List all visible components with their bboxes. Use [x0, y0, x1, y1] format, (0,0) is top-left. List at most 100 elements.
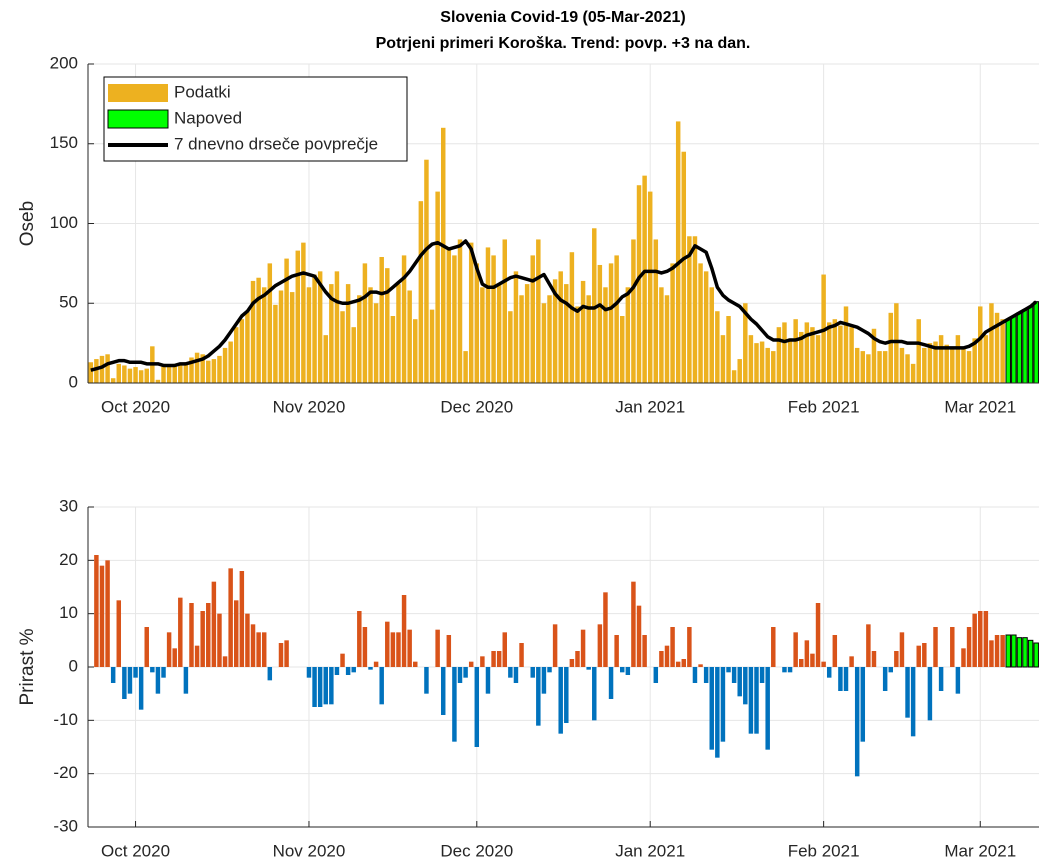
y-tick-label: -20 [53, 763, 78, 782]
bar [832, 635, 838, 667]
bar [636, 185, 642, 383]
bar [110, 667, 116, 683]
bar [614, 635, 619, 667]
bar [183, 362, 189, 383]
bar [306, 287, 312, 383]
bar [675, 661, 681, 667]
bar [357, 295, 362, 383]
bar [866, 624, 871, 667]
bar [961, 347, 966, 383]
bar [110, 378, 116, 383]
bar [217, 355, 222, 383]
bar [603, 592, 608, 667]
bar [826, 322, 832, 383]
bar [703, 271, 709, 383]
bar [144, 368, 149, 383]
bar [743, 303, 748, 383]
bar [888, 667, 893, 673]
bar [161, 363, 166, 383]
chart-title: Slovenia Covid-19 (05-Mar-2021) [440, 9, 685, 26]
bar [653, 667, 659, 683]
bar [217, 613, 222, 667]
bar [821, 661, 826, 667]
bar [771, 351, 776, 383]
bar [787, 667, 793, 673]
bar [385, 621, 390, 667]
bar [250, 280, 256, 383]
bar [608, 667, 614, 699]
bar [938, 667, 944, 691]
bar [703, 667, 709, 683]
bar [854, 347, 860, 383]
bar [222, 656, 228, 667]
bar [284, 258, 289, 383]
bar [1005, 318, 1011, 384]
bar [340, 311, 345, 383]
bar [116, 363, 122, 383]
bar [849, 656, 854, 667]
bar [989, 640, 994, 667]
bar [155, 667, 161, 694]
bar [295, 250, 301, 383]
bar [899, 347, 905, 383]
y-axis-label: Prirast % [17, 628, 38, 705]
legend-label: Napoved [174, 108, 242, 127]
bar [194, 645, 200, 667]
bar [519, 643, 524, 667]
bar [452, 667, 457, 742]
bar [804, 640, 810, 667]
bar [905, 354, 910, 383]
bar [116, 600, 122, 667]
legend-swatch [108, 84, 168, 102]
bar [485, 667, 491, 694]
bar [950, 347, 955, 383]
bar [899, 632, 905, 667]
bar [329, 284, 334, 383]
bar [586, 295, 591, 383]
bar [754, 667, 759, 734]
bar [502, 239, 507, 383]
bar [922, 643, 927, 667]
bar [631, 581, 636, 667]
bar [194, 352, 200, 383]
bar [916, 319, 921, 383]
x-tick-label: Oct 2020 [101, 841, 170, 859]
bar [782, 322, 787, 383]
bar [955, 335, 961, 383]
bar [597, 624, 603, 667]
bar [961, 648, 966, 667]
bar [1016, 637, 1023, 668]
bar [927, 343, 933, 383]
bar [799, 331, 804, 383]
bar [463, 667, 468, 678]
bar [513, 271, 519, 383]
bar [396, 284, 401, 383]
bar [267, 667, 273, 681]
bar [642, 175, 647, 383]
bar [1027, 305, 1034, 384]
bar [407, 629, 412, 667]
bar [1033, 301, 1039, 384]
bar [575, 651, 580, 667]
bar [910, 363, 916, 383]
y-tick-label: 20 [59, 550, 78, 569]
bar [905, 667, 910, 718]
bar [625, 667, 631, 675]
bar [1011, 634, 1017, 668]
bar [955, 667, 961, 694]
bar [340, 653, 345, 667]
bar [345, 284, 351, 383]
bar [592, 667, 597, 721]
bar [323, 335, 328, 383]
bar [94, 359, 99, 383]
bar [323, 667, 328, 705]
bar [838, 667, 843, 691]
bar [726, 316, 731, 383]
bar [200, 611, 205, 667]
x-tick-label: Dec 2020 [440, 397, 513, 416]
bar [491, 651, 496, 667]
bar [687, 627, 692, 667]
bar [211, 581, 217, 667]
bar [597, 264, 603, 383]
